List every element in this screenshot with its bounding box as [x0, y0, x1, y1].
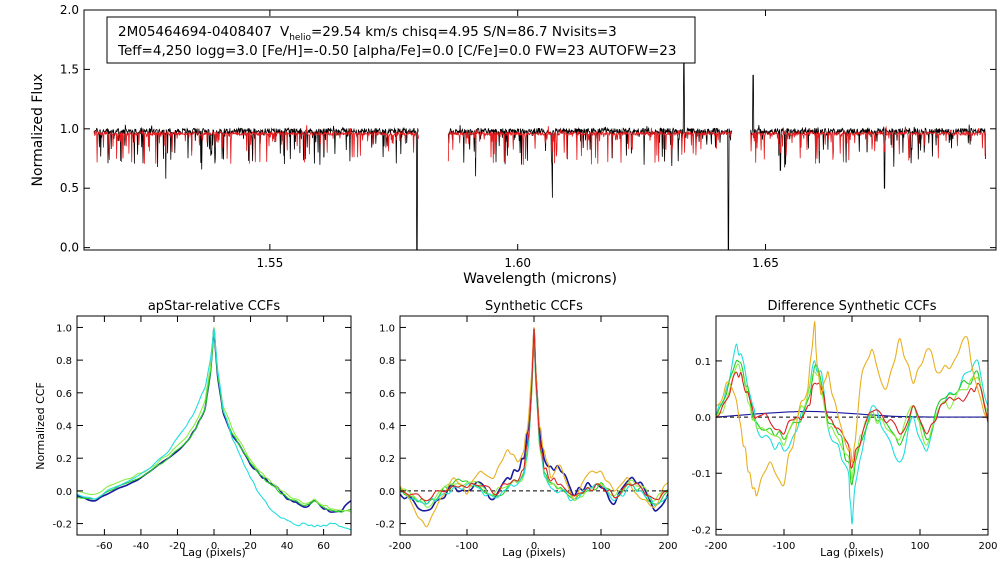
spectrum-ytick-label: 2.0	[60, 3, 79, 17]
apstar-ccf-xtick-label: -20	[169, 541, 185, 552]
info-v-subscript: helio	[289, 33, 311, 43]
apstar-ccf-lines	[77, 326, 351, 531]
apstar-ccf-series-line	[77, 328, 351, 531]
spectrum-xtick-label: 1.60	[504, 256, 531, 270]
apstar-ccf-ylabel: Normalized CCF	[34, 382, 47, 470]
difference-ccf-xtick-label: 200	[978, 541, 997, 552]
synthetic-ccf-ytick-label: 0.8	[379, 356, 395, 367]
difference-ccf-xtick-label: 0	[849, 541, 855, 552]
info-line-1-rest: =29.54 km/s chisq=4.95 S/N=86.7 Nvisits=…	[311, 24, 617, 40]
apstar-ccf-xtick-label: -60	[96, 541, 112, 552]
info-v-symbol: V	[280, 24, 290, 40]
apstar-ccf-panel: -60 -40 -20 0 20 40 60 -0.2 0.0 0.2 0.4 0.6 0.8 1.0 a…	[34, 299, 352, 559]
synthetic-ccf-ytick-label: -0.2	[375, 520, 395, 531]
spectrum-xtick-label: 1.55	[257, 256, 284, 270]
difference-ccf-series-line	[716, 343, 988, 525]
apstar-ccf-ytick-label: 0.8	[56, 356, 72, 367]
spectrum-ylabel: Normalized Flux	[30, 74, 46, 187]
synthetic-ccf-xtick-label: -200	[389, 541, 412, 552]
apstar-ccf-series-line	[77, 326, 351, 513]
model-spectrum-line	[447, 126, 733, 165]
synthetic-ccf-xtick-label: 100	[591, 541, 610, 552]
apstar-ccf-ytick-label: 0.4	[56, 422, 72, 433]
synthetic-ccf-ytick-label: 0.0	[379, 487, 395, 498]
spectrum-lines	[93, 57, 986, 250]
difference-ccf-title: Difference Synthetic CCFs	[767, 299, 936, 314]
spectrum-ytick-label: 0.5	[60, 181, 79, 195]
difference-ccf-ticks: -200 -100 0 100 200 -0.2 -0.1 0.0 0.1	[691, 316, 998, 552]
model-spectrum-line	[93, 125, 419, 164]
observed-spectrum-line	[447, 57, 733, 250]
synthetic-ccf-ytick-label: 0.2	[379, 454, 395, 465]
difference-ccf-series-line	[716, 371, 988, 469]
spectrum-ytick-label: 1.5	[60, 62, 79, 76]
difference-ccf-ytick-label: 0.1	[695, 357, 711, 368]
synthetic-ccf-panel: -200 -100 0 100 200 -0.2 0.0 0.2 0.4 0.6 0.8 1.0 Sy…	[375, 299, 677, 559]
spectrum-ticks: 1.55 1.60 1.65 0.0 0.5 1.0 1.5 2.0	[60, 3, 996, 270]
difference-ccf-series-line	[716, 410, 988, 418]
spectrum-frame	[83, 9, 997, 251]
synthetic-ccf-ticks: -200 -100 0 100 200 -0.2 0.0 0.2 0.4 0.6 0.8 1.0	[375, 316, 678, 552]
info-box	[106, 16, 696, 64]
difference-ccf-series-line	[716, 321, 988, 497]
difference-ccf-series-line	[716, 363, 988, 480]
apstar-ccf-series-line	[77, 328, 351, 513]
synthetic-ccf-ytick-label: 0.6	[379, 389, 395, 400]
spectrum-xlabel: Wavelength (microns)	[463, 271, 617, 287]
info-star-name: 2M05464694-0408407	[118, 24, 272, 40]
synthetic-ccf-title: Synthetic CCFs	[485, 299, 583, 314]
info-line-1: 2M05464694-0408407 Vhelio=29.54 km/s chis…	[118, 24, 617, 43]
synthetic-ccf-series-line	[400, 328, 668, 502]
synthetic-ccf-series-line	[400, 326, 668, 528]
spectrum-ytick-label: 1.0	[60, 122, 79, 136]
synthetic-ccf-lines	[400, 326, 668, 528]
model-spectrum-line	[750, 126, 986, 164]
apstar-ccf-series-line	[77, 328, 351, 513]
apstar-ccf-xtick-label: 20	[244, 541, 257, 552]
difference-ccf-xtick-label: -200	[705, 541, 728, 552]
apstar-ccf-xtick-label: 0	[211, 541, 217, 552]
synthetic-ccf-series-line	[400, 328, 668, 507]
difference-ccf-ytick-label: 0.0	[695, 413, 711, 424]
apstar-ccf-xlabel: Lag (pixels)	[182, 546, 246, 559]
apstar-ccf-ytick-label: -0.2	[52, 520, 72, 531]
apstar-ccf-ytick-label: 0.6	[56, 389, 72, 400]
apstar-ccf-ytick-label: 0.0	[56, 487, 72, 498]
synthetic-ccf-xtick-label: 0	[531, 541, 537, 552]
apstar-ccf-title: apStar-relative CCFs	[148, 299, 281, 314]
spectrum-xtick-label: 1.65	[752, 256, 779, 270]
difference-ccf-xlabel: Lag (pixels)	[820, 546, 884, 559]
synthetic-ccf-ytick-label: 1.0	[379, 323, 395, 334]
apstar-ccf-ticks: -60 -40 -20 0 20 40 60 -0.2 0.0 0.2 0.4 0.6 0.8 1.0	[52, 316, 351, 552]
apstar-ccf-xtick-label: 60	[317, 541, 330, 552]
apstar-ccf-ytick-label: 1.0	[56, 323, 72, 334]
spectrum-ytick-label: 0.0	[60, 241, 79, 255]
synthetic-ccf-xtick-label: 200	[658, 541, 677, 552]
apstar-ccf-xtick-label: 40	[281, 541, 294, 552]
spectrum-panel: 1.55 1.60 1.65 0.0 0.5 1.0 1.5 2.0 Wavelength (…	[30, 3, 997, 287]
difference-ccf-xtick-label: 100	[910, 541, 929, 552]
synthetic-ccf-xtick-label: -100	[456, 541, 479, 552]
apstar-ccf-ytick-label: 0.2	[56, 454, 72, 465]
difference-ccf-lines	[716, 321, 988, 525]
difference-ccf-ytick-label: -0.2	[691, 525, 711, 536]
difference-ccf-panel: -200 -100 0 100 200 -0.2 -0.1 0.0 0.1 Difference…	[691, 299, 997, 559]
synthetic-ccf-frame	[399, 315, 669, 536]
difference-ccf-ytick-label: -0.1	[691, 469, 711, 480]
observed-spectrum-line	[93, 124, 419, 250]
difference-ccf-xtick-label: -100	[773, 541, 796, 552]
info-line-2: Teff=4,250 logg=3.0 [Fe/H]=-0.50 [alpha/…	[117, 43, 676, 59]
synthetic-ccf-ytick-label: 0.4	[379, 422, 395, 433]
synthetic-ccf-series-line	[400, 328, 668, 512]
synthetic-ccf-xlabel: Lag (pixels)	[502, 546, 566, 559]
apstar-ccf-xtick-label: -40	[133, 541, 149, 552]
